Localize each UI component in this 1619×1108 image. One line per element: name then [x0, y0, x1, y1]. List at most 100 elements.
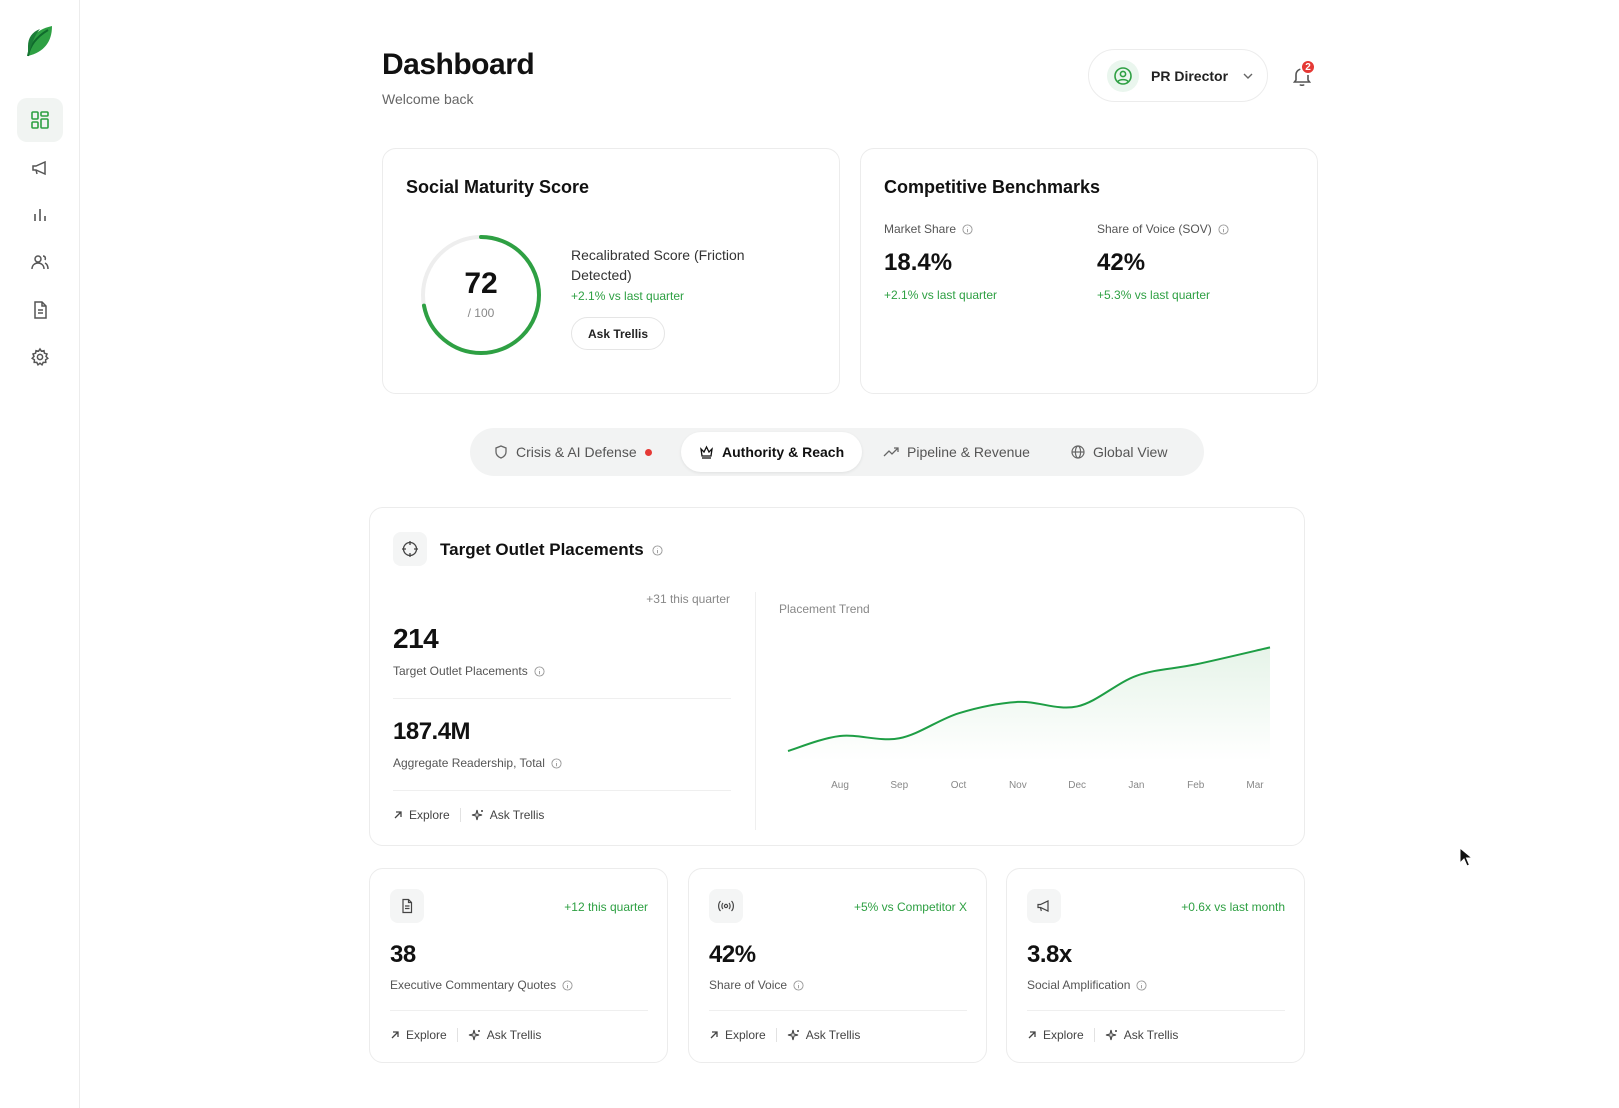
- score-value: 72: [464, 267, 498, 300]
- info-icon[interactable]: [1218, 223, 1229, 235]
- sidebar-item-campaigns[interactable]: [17, 146, 63, 190]
- sidebar-item-settings[interactable]: [17, 335, 63, 379]
- metric-card-amplification: +0.6x vs last month 3.8x Social Amplific…: [1006, 868, 1305, 1063]
- sov-card-change: +5% vs Competitor X: [853, 900, 967, 914]
- sov-card-label: Share of Voice: [709, 978, 804, 992]
- placement-trend-chart: Aug Sep Oct Nov Dec Jan Feb Mar: [787, 646, 1271, 791]
- role-selector[interactable]: PR Director: [1088, 49, 1268, 102]
- divider: [1027, 1010, 1285, 1011]
- page-subtitle: Welcome back: [382, 91, 474, 107]
- info-icon[interactable]: [1136, 979, 1147, 991]
- sparkle-icon: [787, 1029, 799, 1040]
- separator: [775, 1028, 777, 1042]
- score-label: Recalibrated Score (Friction Detected): [571, 247, 745, 283]
- info-icon[interactable]: [793, 979, 804, 991]
- megaphone-icon: [1037, 900, 1049, 912]
- crown-icon: [700, 445, 713, 459]
- sov-card-actions: Explore Ask Trellis: [709, 1028, 860, 1042]
- x-tick-label: Sep: [890, 780, 908, 791]
- trend-area: [788, 647, 1270, 761]
- commentary-value: 38: [390, 941, 416, 968]
- vertical-divider: [755, 592, 756, 830]
- divider: [709, 1010, 967, 1011]
- broadcast-icon: [718, 900, 734, 912]
- placements-title: Target Outlet Placements: [440, 540, 663, 560]
- x-tick-label: Dec: [1068, 780, 1086, 791]
- megaphone-icon: [32, 160, 46, 176]
- sov-change: +5.3% vs last quarter: [1097, 288, 1211, 302]
- sov-card-value: 42%: [709, 941, 756, 968]
- sidebar: [0, 0, 80, 1108]
- info-icon[interactable]: [652, 544, 663, 556]
- ask-trellis-button[interactable]: Ask Trellis: [571, 317, 666, 350]
- commentary-change: +12 this quarter: [564, 900, 648, 914]
- role-label: PR Director: [1151, 67, 1229, 84]
- sparkle-icon: [1105, 1029, 1117, 1040]
- benchmarks-card: Competitive Benchmarks Market Share 18.4…: [860, 148, 1318, 394]
- broadcast-icon-box: [709, 889, 743, 923]
- arrow-up-right-icon: [394, 811, 402, 819]
- amplification-change: +0.6x vs last month: [1181, 900, 1285, 914]
- megaphone-icon-box: [1027, 889, 1061, 923]
- avatar: [1107, 59, 1139, 92]
- tab-bar: Crisis & AI Defense Authority & Reach Pi…: [470, 428, 1204, 476]
- arrow-up-right-icon: [1028, 1031, 1036, 1039]
- ask-trellis-button[interactable]: Ask Trellis: [787, 1028, 860, 1042]
- tab-authority-reach[interactable]: Authority & Reach: [681, 432, 863, 472]
- placements-card: Target Outlet Placements +31 this quarte…: [369, 507, 1305, 846]
- ask-trellis-button[interactable]: Ask Trellis: [471, 808, 544, 822]
- ask-trellis-button[interactable]: Ask Trellis: [1105, 1028, 1178, 1042]
- score-change: +2.1% vs last quarter: [571, 289, 685, 303]
- users-icon: [31, 255, 49, 270]
- readership-value: 187.4M: [393, 718, 471, 745]
- market-share-value: 18.4%: [884, 249, 953, 276]
- score-max: / 100: [467, 306, 495, 320]
- market-share-change: +2.1% vs last quarter: [884, 288, 998, 302]
- crosshair-icon: [402, 541, 418, 557]
- maturity-card: Social Maturity Score 72 / 100 Recalibra…: [382, 148, 840, 394]
- tab-crisis-ai-defense[interactable]: Crisis & AI Defense: [476, 432, 670, 472]
- info-icon[interactable]: [562, 979, 573, 991]
- chevron-down-icon: [1243, 73, 1253, 79]
- x-tick-label: Mar: [1246, 780, 1264, 791]
- divider: [393, 790, 731, 791]
- mouse-cursor-icon: [1459, 847, 1473, 867]
- sidebar-item-reports[interactable]: [17, 288, 63, 332]
- separator: [459, 808, 461, 822]
- shield-icon: [495, 445, 507, 459]
- explore-button[interactable]: Explore: [1027, 1028, 1084, 1042]
- metric-card-sov: +5% vs Competitor X 42% Share of Voice E…: [688, 868, 987, 1063]
- sidebar-item-dashboard[interactable]: [17, 98, 63, 142]
- info-icon[interactable]: [551, 757, 562, 769]
- x-tick-label: Aug: [831, 780, 849, 791]
- gear-icon: [31, 347, 49, 366]
- tab-pipeline-revenue[interactable]: Pipeline & Revenue: [865, 432, 1048, 472]
- sidebar-item-people[interactable]: [17, 240, 63, 284]
- crosshair-icon-box: [393, 532, 427, 566]
- ask-trellis-button[interactable]: Ask Trellis: [468, 1028, 541, 1042]
- explore-button[interactable]: Explore: [393, 808, 450, 822]
- explore-button[interactable]: Explore: [709, 1028, 766, 1042]
- notification-badge: 2: [1300, 59, 1316, 75]
- arrow-up-right-icon: [391, 1031, 399, 1039]
- divider: [393, 698, 731, 699]
- placements-value: 214: [393, 623, 439, 654]
- trending-up-icon: [883, 447, 899, 457]
- tab-global-view[interactable]: Global View: [1053, 432, 1185, 472]
- trend-line: [787, 646, 1271, 752]
- dashboard-icon: [31, 111, 49, 129]
- document-icon-box: [390, 889, 424, 923]
- document-icon: [34, 301, 47, 319]
- maturity-title: Social Maturity Score: [406, 177, 590, 197]
- market-share-label: Market Share: [884, 222, 973, 236]
- separator: [1093, 1028, 1095, 1042]
- sov-label: Share of Voice (SOV): [1097, 222, 1229, 236]
- info-icon[interactable]: [962, 223, 973, 235]
- sidebar-item-analytics[interactable]: [17, 193, 63, 237]
- page-title: Dashboard: [382, 48, 535, 81]
- info-icon[interactable]: [534, 665, 545, 677]
- x-tick-label: Jan: [1128, 780, 1144, 791]
- logo-icon: [27, 26, 52, 57]
- explore-button[interactable]: Explore: [390, 1028, 447, 1042]
- divider: [390, 1010, 648, 1011]
